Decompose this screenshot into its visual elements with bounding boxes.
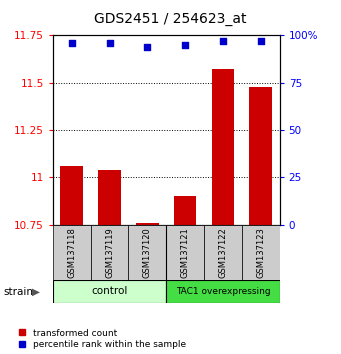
Text: ▶: ▶ [32, 287, 40, 297]
Point [220, 38, 226, 44]
Bar [129, 225, 166, 280]
Point [182, 42, 188, 48]
Point [258, 38, 264, 44]
Bar [53, 225, 91, 280]
Bar [98, 170, 121, 225]
Bar [166, 280, 280, 303]
Bar [174, 196, 196, 225]
Text: control: control [91, 286, 128, 296]
Text: TAC1 overexpressing: TAC1 overexpressing [176, 287, 270, 296]
Bar [211, 69, 234, 225]
Bar [60, 166, 83, 225]
Bar [53, 280, 166, 303]
Text: GSM137122: GSM137122 [219, 227, 227, 278]
Point [107, 40, 112, 46]
Legend: transformed count, percentile rank within the sample: transformed count, percentile rank withi… [18, 329, 186, 349]
Point [145, 44, 150, 50]
Text: strain: strain [3, 287, 33, 297]
Bar [204, 225, 242, 280]
Text: GSM137118: GSM137118 [67, 227, 76, 278]
Text: GSM137119: GSM137119 [105, 227, 114, 278]
Bar [91, 225, 129, 280]
Text: GSM137121: GSM137121 [181, 227, 190, 278]
Bar [242, 225, 280, 280]
Point [69, 40, 74, 46]
Bar [249, 86, 272, 225]
Text: GSM137120: GSM137120 [143, 227, 152, 278]
Bar [136, 223, 159, 225]
Text: GDS2451 / 254623_at: GDS2451 / 254623_at [94, 12, 247, 27]
Text: GSM137123: GSM137123 [256, 227, 265, 278]
Bar [166, 225, 204, 280]
